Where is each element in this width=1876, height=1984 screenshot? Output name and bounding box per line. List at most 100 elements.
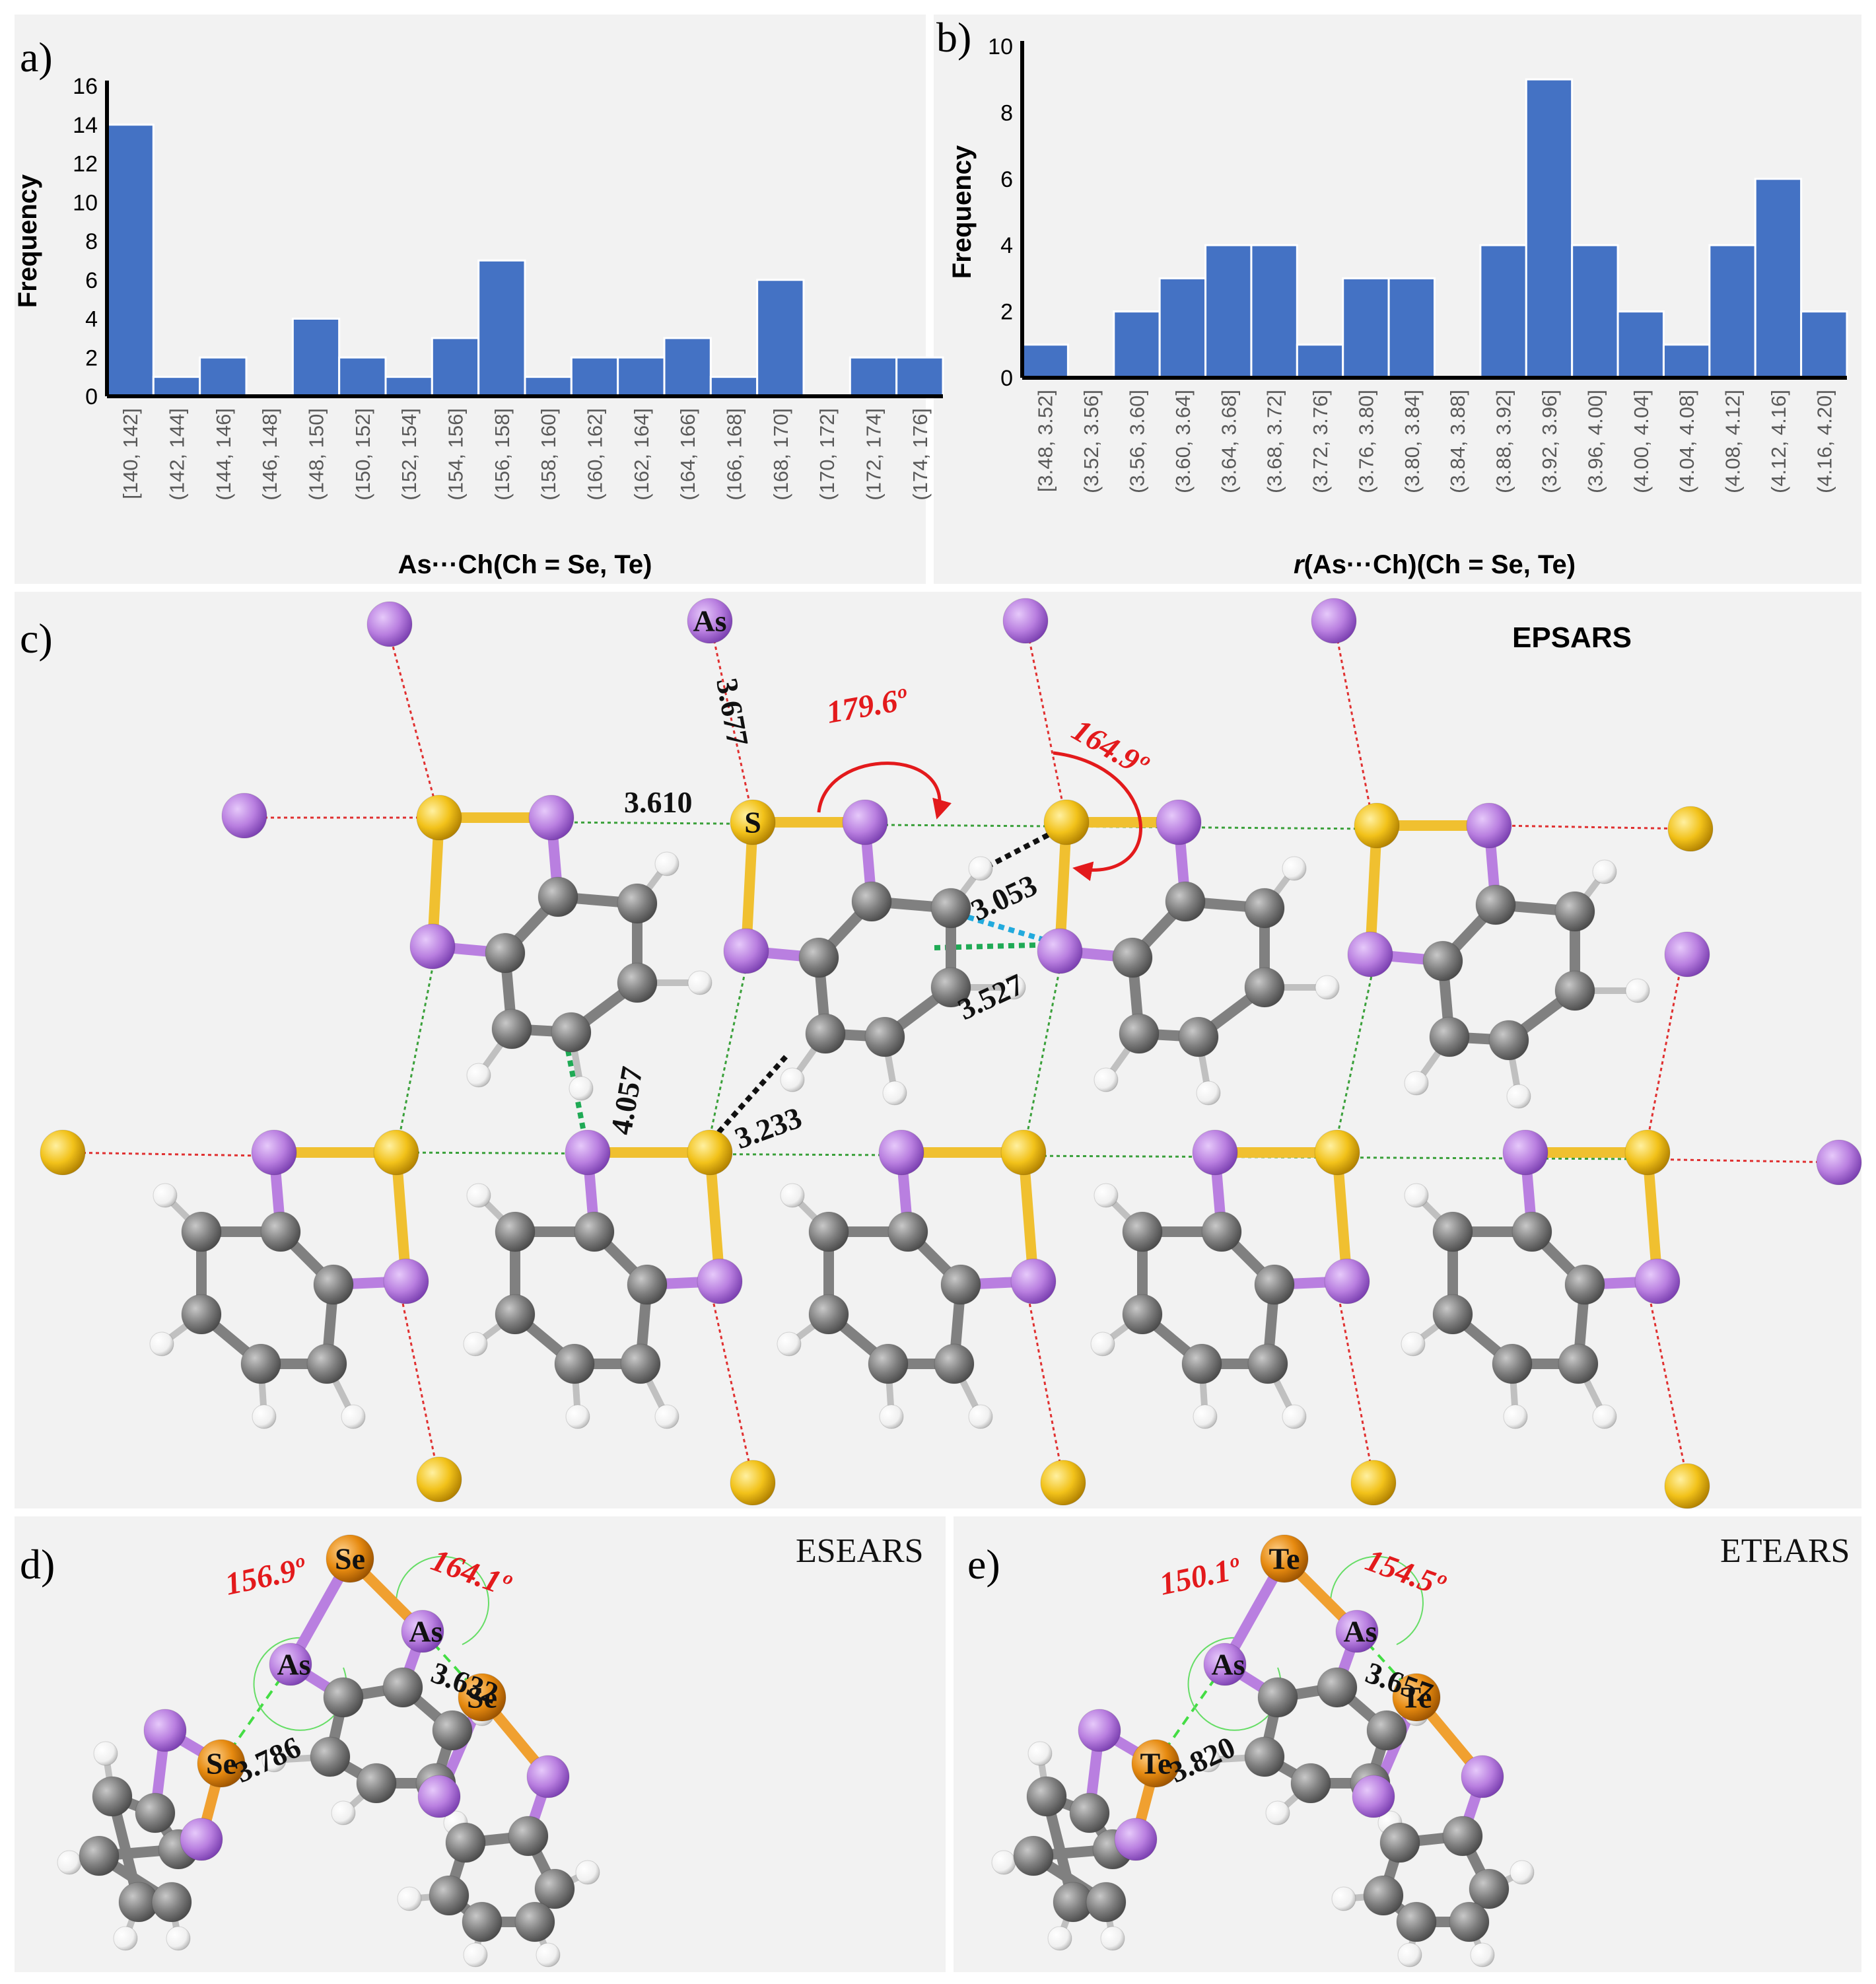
h-atom — [466, 1063, 491, 1088]
c-atom — [1363, 1875, 1404, 1916]
chalcogen-label: Te — [1269, 1542, 1300, 1576]
x-tick-label: (3.80, 3.84] — [1401, 390, 1424, 493]
bar-2 — [1113, 310, 1161, 379]
h-atom — [1625, 978, 1650, 1003]
as-atom — [1634, 1258, 1681, 1304]
c-atom — [1178, 1016, 1219, 1057]
y-tick-label: 8 — [85, 229, 98, 254]
bar-11 — [617, 356, 666, 398]
bar-16 — [849, 356, 898, 398]
s-atom — [1667, 806, 1714, 852]
c-atom — [620, 1343, 661, 1384]
c-atom — [1181, 1343, 1222, 1384]
as-atom — [1352, 1775, 1395, 1818]
h-atom — [1265, 1800, 1290, 1825]
x-tick-label: (150, 152] — [351, 408, 374, 501]
c-atom — [1469, 1868, 1510, 1909]
molecule-layer: S — [149, 795, 1681, 1429]
c-atom — [1492, 1343, 1533, 1384]
c-atom — [1475, 884, 1516, 925]
h-atom — [777, 1331, 802, 1357]
h-atom — [1094, 1183, 1119, 1208]
as-atom — [251, 1129, 297, 1176]
panel-e-label: e) — [967, 1541, 1000, 1588]
c-atom — [1442, 1816, 1483, 1857]
c-atom — [1026, 1776, 1067, 1817]
as-atom — [687, 598, 733, 644]
se-atom — [326, 1534, 374, 1583]
bar-8 — [1387, 277, 1436, 379]
se-atom — [458, 1673, 506, 1722]
h-atom — [1510, 1860, 1535, 1885]
x-tick-label: (3.68, 3.72] — [1263, 390, 1286, 493]
s-atom — [1664, 1463, 1710, 1509]
c-atom — [1165, 881, 1206, 922]
crystal-packing-diagram: S As 3.677 3.610 3.053 3.527 4.057 3.233… — [40, 598, 1862, 1509]
h-atom — [780, 1067, 805, 1092]
x-tick-label: (4.00, 4.04] — [1630, 390, 1653, 493]
bar-5 — [338, 356, 387, 398]
c-atom — [1244, 1736, 1285, 1777]
h-atom — [93, 1741, 118, 1766]
se-atom — [197, 1739, 246, 1788]
y-tick-label: 4 — [1000, 233, 1013, 258]
as-atom — [417, 1775, 461, 1818]
arsenic-label: As — [409, 1615, 442, 1648]
h-atom — [113, 1926, 138, 1951]
as-atom — [1324, 1258, 1370, 1304]
as-atom — [143, 1709, 187, 1752]
bar-2 — [199, 356, 248, 398]
h-atom — [687, 970, 712, 995]
h-atom — [153, 1183, 178, 1208]
x-tick-label: [3.48, 3.52] — [1034, 390, 1057, 492]
h-atom — [57, 1850, 82, 1875]
atom-label-as: As — [693, 604, 726, 638]
c-atom — [1558, 1343, 1599, 1384]
x-tick-label: (4.16, 4.20] — [1813, 390, 1836, 493]
c-atom — [617, 883, 658, 924]
molecule — [463, 1129, 743, 1429]
h-atom — [1027, 1741, 1053, 1766]
bar-12 — [1571, 244, 1619, 379]
c-atom — [1396, 1901, 1437, 1942]
panel-c-title: EPSARS — [1512, 621, 1632, 654]
c-atom — [240, 1343, 281, 1384]
x-tick-label: (3.84, 3.88] — [1446, 390, 1469, 493]
as-atom — [1156, 799, 1202, 845]
bar-0 — [1021, 343, 1069, 379]
atom-label-s: S — [744, 806, 761, 839]
c-atom — [135, 1792, 176, 1833]
c-atom — [1422, 940, 1463, 981]
c-atom — [92, 1776, 133, 1817]
as-atom — [221, 793, 267, 839]
bar-17 — [895, 356, 944, 398]
c-atom — [1317, 1667, 1358, 1708]
arsenic-label: As — [1211, 1648, 1245, 1682]
y-tick-label: 0 — [85, 384, 98, 409]
h-atom — [1282, 1404, 1307, 1429]
c-atom — [445, 1822, 486, 1863]
as-atom — [878, 1129, 924, 1176]
h-atom — [1397, 1942, 1422, 1967]
c-atom — [1257, 1677, 1298, 1718]
c-atom — [432, 1710, 473, 1751]
c-atom — [1112, 937, 1153, 978]
panel-d-title: ESEARS — [796, 1532, 924, 1570]
h-atom — [1404, 1071, 1429, 1096]
y-tick-label: 2 — [1000, 300, 1013, 325]
h-atom — [565, 1404, 590, 1429]
chalcogen-label: Se — [206, 1747, 236, 1781]
angle-arc-2 — [1053, 751, 1142, 881]
x-tick-label: [140, 142] — [119, 408, 142, 499]
c-atom — [514, 1901, 555, 1942]
h-atom — [991, 1850, 1016, 1875]
h-atom — [149, 1331, 174, 1357]
s-atom — [687, 1129, 733, 1176]
x-tick-label: (158, 160] — [537, 408, 560, 501]
bar-15 — [1708, 244, 1756, 379]
h-atom — [1404, 1183, 1429, 1208]
angle-arc-1 — [817, 762, 952, 820]
s-atom — [1043, 799, 1090, 845]
h-atom — [341, 1404, 366, 1429]
molecule — [777, 1129, 1057, 1429]
